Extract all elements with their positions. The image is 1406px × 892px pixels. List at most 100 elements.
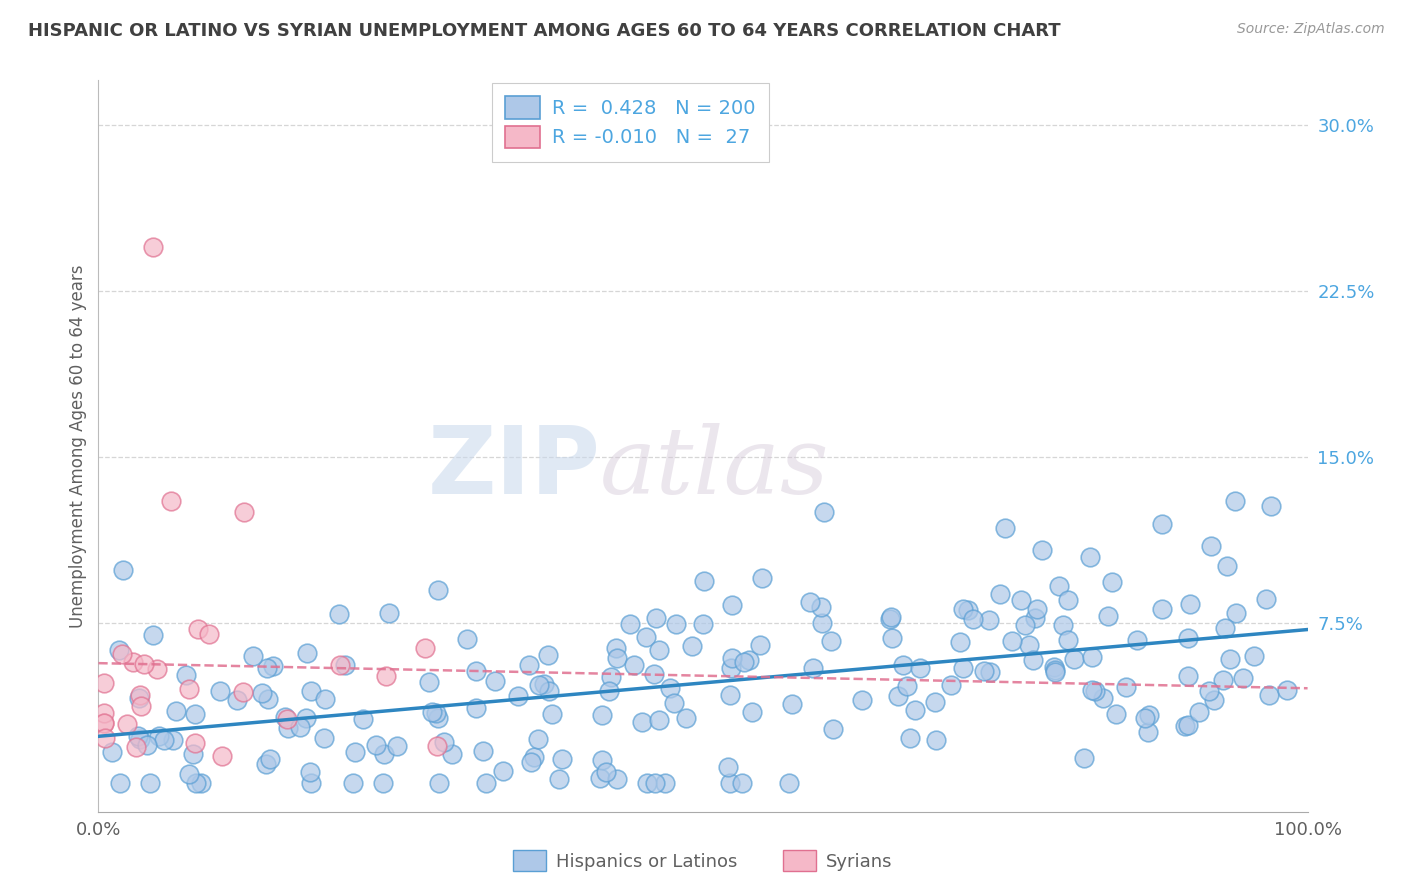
Point [274, 709, 297, 723]
Point [1024, 610, 1046, 624]
Point [115, 716, 138, 731]
Point [523, 750, 546, 764]
Point [506, 690, 529, 704]
Point [187, 622, 209, 636]
Point [1137, 725, 1160, 739]
Point [952, 661, 974, 675]
Point [731, 776, 754, 790]
Point [342, 776, 364, 790]
Point [589, 771, 612, 785]
Point [211, 749, 233, 764]
Point [665, 617, 688, 632]
Point [973, 664, 995, 678]
Point [527, 732, 550, 747]
Point [314, 691, 336, 706]
Point [1177, 631, 1199, 645]
Point [1243, 649, 1265, 664]
Point [1115, 681, 1137, 695]
Point [1254, 592, 1277, 607]
Point [1212, 673, 1234, 687]
Point [606, 651, 628, 665]
Point [364, 739, 387, 753]
Point [131, 698, 153, 713]
Point [179, 681, 201, 696]
Point [994, 521, 1017, 535]
Point [142, 239, 165, 253]
Point [177, 767, 200, 781]
Point [456, 632, 478, 646]
Point [465, 664, 488, 678]
Point [606, 772, 628, 787]
Point [925, 733, 948, 747]
Point [484, 673, 506, 688]
Point [333, 657, 356, 672]
Point [1215, 559, 1237, 574]
Point [124, 740, 146, 755]
Point [645, 611, 668, 625]
Point [127, 729, 149, 743]
Point [298, 765, 321, 780]
Point [962, 612, 984, 626]
Point [718, 776, 741, 790]
Legend: Hispanics or Latinos, Syrians: Hispanics or Latinos, Syrians [506, 843, 900, 879]
Point [314, 731, 336, 745]
Point [162, 733, 184, 747]
Point [425, 706, 447, 721]
Point [820, 633, 842, 648]
Point [299, 776, 322, 790]
Point [152, 732, 174, 747]
Point [276, 713, 298, 727]
Point [475, 776, 498, 790]
Point [184, 706, 207, 721]
Point [352, 712, 374, 726]
Point [664, 696, 686, 710]
Point [517, 657, 540, 672]
Point [94, 731, 117, 745]
Point [93, 715, 115, 730]
Point [471, 744, 494, 758]
Point [135, 738, 157, 752]
Point [378, 606, 401, 620]
Point [427, 710, 450, 724]
Point [242, 648, 264, 663]
Point [174, 667, 197, 681]
Point [1213, 621, 1236, 635]
Point [197, 627, 219, 641]
Point [181, 747, 204, 761]
Point [717, 760, 740, 774]
Point [259, 752, 281, 766]
Point [887, 689, 910, 703]
Point [1018, 638, 1040, 652]
Point [600, 670, 623, 684]
Point [648, 642, 671, 657]
Point [1150, 602, 1173, 616]
Point [1043, 665, 1066, 679]
Point [129, 732, 152, 747]
Point [418, 674, 440, 689]
Point [619, 617, 641, 632]
Text: atlas: atlas [600, 423, 830, 513]
Point [654, 776, 676, 790]
Point [1152, 516, 1174, 531]
Point [547, 772, 569, 787]
Point [139, 776, 162, 790]
Y-axis label: Unemployment Among Ages 60 to 64 years: Unemployment Among Ages 60 to 64 years [69, 264, 87, 628]
Point [643, 666, 665, 681]
Point [692, 616, 714, 631]
Point [1081, 650, 1104, 665]
Point [693, 574, 716, 588]
Point [465, 701, 488, 715]
Point [780, 698, 803, 712]
Point [422, 705, 444, 719]
Point [277, 722, 299, 736]
Point [101, 745, 124, 759]
Point [751, 571, 773, 585]
Point [1260, 499, 1282, 513]
Point [1178, 598, 1201, 612]
Point [718, 688, 741, 702]
Point [295, 646, 318, 660]
Point [1052, 618, 1074, 632]
Point [551, 752, 574, 766]
Point [721, 599, 744, 613]
Point [1026, 602, 1049, 616]
